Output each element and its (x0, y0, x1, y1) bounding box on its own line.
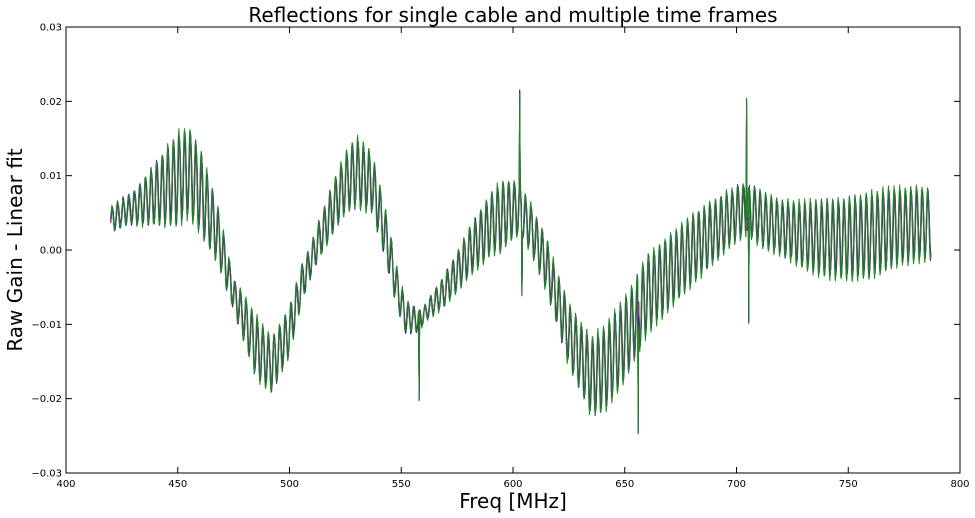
plot-series-group (110, 89, 932, 435)
x-axis-label: Freq [MHz] (459, 489, 567, 513)
y-tick-label: −0.03 (31, 469, 62, 480)
x-tick-label: 600 (503, 479, 522, 490)
y-tick-label: −0.01 (31, 320, 62, 331)
x-axis: 400 450 500 550 600 650 700 750 800 (56, 27, 970, 490)
y-tick-label: 0.02 (40, 97, 62, 108)
series-line-5 (110, 93, 932, 434)
x-tick-label: 750 (839, 479, 858, 490)
y-axis: −0.03 −0.02 −0.01 0.00 0.01 0.02 0.03 (31, 23, 960, 480)
x-tick-label: 400 (56, 479, 75, 490)
y-tick-label: 0.03 (40, 23, 62, 34)
x-tick-label: 550 (392, 479, 411, 490)
chart-title: Reflections for single cable and multipl… (248, 3, 778, 27)
x-tick-label: 450 (168, 479, 187, 490)
y-tick-label: −0.02 (31, 394, 62, 405)
x-tick-label: 650 (615, 479, 634, 490)
y-tick-label: 0.00 (40, 246, 62, 257)
x-tick-label: 800 (950, 479, 969, 490)
y-tick-label: 0.01 (40, 171, 62, 182)
x-tick-label: 700 (727, 479, 746, 490)
x-tick-label: 500 (280, 479, 299, 490)
y-axis-label: Raw Gain - Linear fit (3, 148, 27, 352)
